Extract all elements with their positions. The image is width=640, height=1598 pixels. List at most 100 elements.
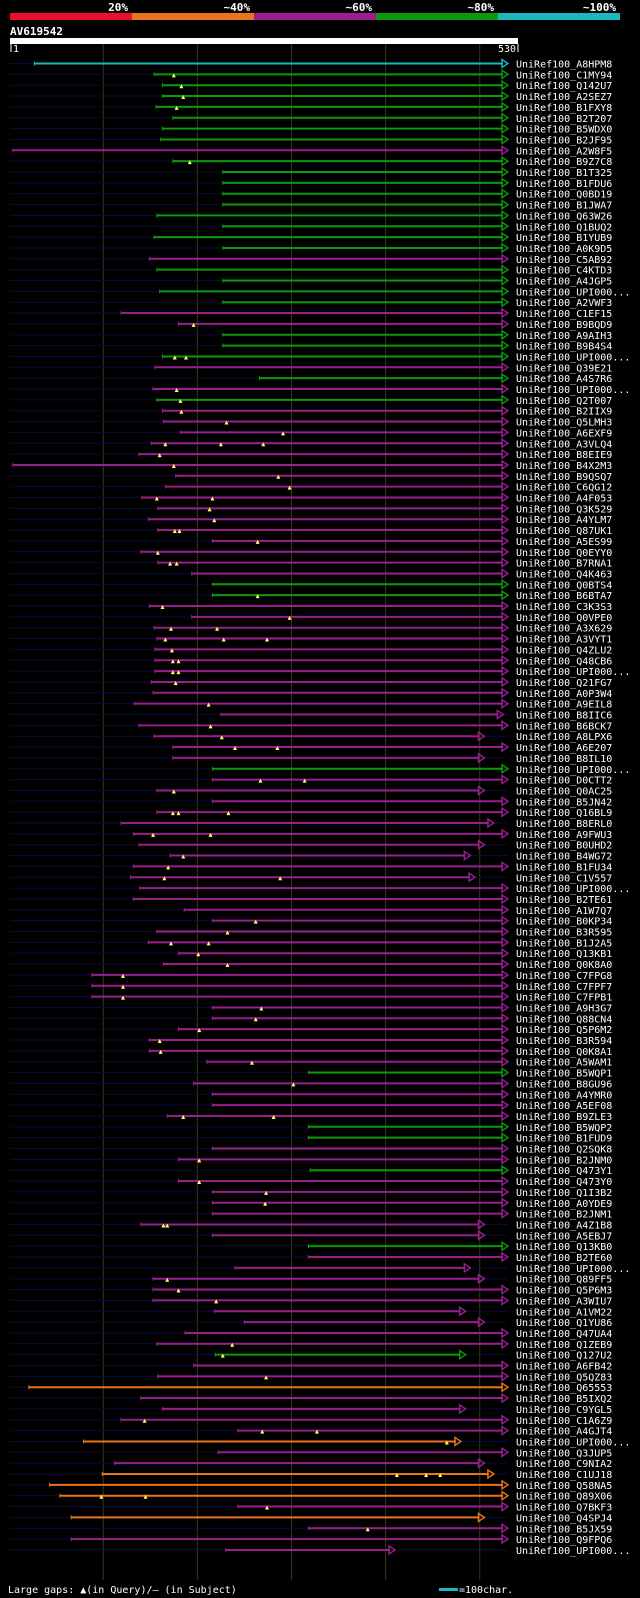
hit-row[interactable]: UniRef100_A1VM22 (10, 1305, 612, 1318)
hit-label[interactable]: UniRef100_A6FB42 (516, 1362, 612, 1373)
hit-label[interactable]: UniRef100_B1T325 (516, 168, 612, 179)
hit-label[interactable]: UniRef100_A3X629 (516, 624, 612, 635)
hit-row[interactable]: UniRef100_UPI000... (10, 1436, 630, 1448)
hit-row[interactable]: UniRef100_UPI000... (10, 1544, 630, 1557)
hit-label[interactable]: UniRef100_Q2T007 (516, 396, 612, 407)
hit-row[interactable]: UniRef100_B2JNM1 (10, 1208, 612, 1221)
hit-label[interactable]: UniRef100_UPI000... (516, 287, 630, 298)
hit-row[interactable]: UniRef100_C7FPF7 (10, 980, 612, 993)
hit-label[interactable]: UniRef100_B2TE61 (516, 895, 612, 906)
hit-label[interactable]: UniRef100_Q142U7 (516, 81, 612, 92)
hit-row[interactable]: UniRef100_C1EF15 (10, 307, 612, 320)
hit-row[interactable]: UniRef100_A3VLQ4 (10, 437, 612, 450)
hit-row[interactable]: UniRef100_Q63W26 (10, 210, 612, 222)
hit-row[interactable]: UniRef100_A9AIH3 (10, 329, 612, 342)
hit-label[interactable]: UniRef100_Q87UK1 (516, 526, 612, 537)
hit-label[interactable]: UniRef100_Q88CN4 (516, 1014, 612, 1025)
hit-row[interactable]: UniRef100_A9EIL8 (10, 698, 612, 711)
hit-label[interactable]: UniRef100_A6E207 (516, 743, 612, 754)
hit-label[interactable]: UniRef100_B1J2A5 (516, 938, 612, 949)
hit-label[interactable]: UniRef100_Q0BTS4 (516, 580, 612, 591)
hit-row[interactable]: UniRef100_B1T325 (10, 166, 612, 179)
hit-row[interactable]: UniRef100_A8HPM8 (10, 58, 612, 71)
hit-label[interactable]: UniRef100_Q2SQK8 (516, 1145, 612, 1156)
hit-row[interactable]: UniRef100_UPI000... (10, 383, 630, 396)
hit-label[interactable]: UniRef100_A3WIU7 (516, 1296, 612, 1307)
hit-row[interactable]: UniRef100_Q4K463 (10, 568, 612, 580)
hit-row[interactable]: UniRef100_Q0EYY0 (10, 546, 612, 559)
hit-label[interactable]: UniRef100_C4KTD3 (516, 266, 612, 277)
hit-row[interactable]: UniRef100_C7FPG8 (10, 969, 612, 982)
hit-label[interactable]: UniRef100_Q5P6M3 (516, 1286, 612, 1297)
hit-row[interactable]: UniRef100_A6EXF9 (10, 427, 612, 439)
hit-row[interactable]: UniRef100_UPI000... (10, 665, 630, 678)
hit-row[interactable]: UniRef100_B1FUD9 (10, 1132, 612, 1145)
hit-row[interactable]: UniRef100_B4WG72 (10, 850, 612, 863)
hit-row[interactable]: UniRef100_B8ERL0 (10, 817, 612, 830)
hit-label[interactable]: UniRef100_B8ERL0 (516, 819, 612, 830)
hit-label[interactable]: UniRef100_Q0K8A0 (516, 960, 612, 971)
hit-label[interactable]: UniRef100_B2IIX9 (516, 407, 612, 418)
hit-label[interactable]: UniRef100_A4F053 (516, 494, 612, 505)
hit-row[interactable]: UniRef100_B1J2A5 (10, 937, 612, 949)
hit-label[interactable]: UniRef100_A5ES99 (516, 537, 612, 548)
hit-label[interactable]: UniRef100_Q47UA4 (516, 1329, 612, 1340)
hit-row[interactable]: UniRef100_A6FB42 (10, 1360, 612, 1373)
hit-row[interactable]: UniRef100_Q87UK1 (10, 524, 612, 537)
hit-row[interactable]: UniRef100_UPI000... (10, 286, 630, 298)
hit-row[interactable]: UniRef100_Q5LMH3 (10, 416, 612, 429)
hit-label[interactable]: UniRef100_Q4ZLU2 (516, 645, 612, 656)
hit-row[interactable]: UniRef100_Q21FG7 (10, 676, 612, 689)
hit-row[interactable]: UniRef100_A0YDE9 (10, 1197, 612, 1210)
hit-row[interactable]: UniRef100_C1A6Z9 (10, 1414, 612, 1427)
hit-label[interactable]: UniRef100_B2JF95 (516, 135, 612, 146)
hit-row[interactable]: UniRef100_A6E207 (10, 741, 612, 754)
hit-row[interactable]: UniRef100_A5EF08 (10, 1099, 612, 1112)
hit-label[interactable]: UniRef100_B4X2M3 (516, 461, 612, 472)
hit-row[interactable]: UniRef100_Q65553 (10, 1381, 612, 1394)
hit-label[interactable]: UniRef100_C6QG12 (516, 483, 612, 494)
hit-row[interactable]: UniRef100_Q0VPE0 (10, 611, 612, 624)
hit-row[interactable]: UniRef100_Q2T007 (10, 394, 612, 407)
hit-label[interactable]: UniRef100_C3K3S3 (516, 602, 612, 613)
hit-row[interactable]: UniRef100_Q1BUQ2 (10, 220, 612, 233)
hit-label[interactable]: UniRef100_B5WQP2 (516, 1123, 612, 1134)
hit-row[interactable]: UniRef100_A2W8F5 (10, 144, 612, 157)
hit-row[interactable]: UniRef100_C5AB92 (10, 253, 612, 266)
hit-label[interactable]: UniRef100_Q0K8A1 (516, 1047, 612, 1058)
hit-label[interactable]: UniRef100_Q63W26 (516, 211, 612, 222)
hit-label[interactable]: UniRef100_Q3JUP5 (516, 1448, 612, 1459)
hit-label[interactable]: UniRef100_A1W7Q7 (516, 906, 612, 917)
hit-label[interactable]: UniRef100_B6BTA7 (516, 591, 612, 602)
hit-label[interactable]: UniRef100_A0P3W4 (516, 689, 612, 700)
hit-label[interactable]: UniRef100_B5JN42 (516, 797, 612, 808)
hit-label[interactable]: UniRef100_Q16BL9 (516, 808, 612, 819)
hit-row[interactable]: UniRef100_UPI000... (10, 1262, 630, 1275)
hit-row[interactable]: UniRef100_A0P3W4 (10, 687, 612, 700)
hit-label[interactable]: UniRef100_B1FU34 (516, 862, 612, 873)
hit-row[interactable]: UniRef100_B5IXQ2 (10, 1392, 612, 1405)
hit-label[interactable]: UniRef100_A9AIH3 (516, 331, 612, 342)
hit-row[interactable]: UniRef100_Q5QZ83 (10, 1371, 612, 1383)
hit-row[interactable]: UniRef100_C4KTD3 (10, 264, 612, 277)
hit-label[interactable]: UniRef100_A0K9D5 (516, 244, 612, 255)
hit-row[interactable]: UniRef100_Q3K529 (10, 503, 612, 515)
hit-row[interactable]: UniRef100_B5JN42 (10, 795, 612, 808)
hit-row[interactable]: UniRef100_B6BCK7 (10, 720, 612, 732)
hit-row[interactable]: UniRef100_UPI000... (10, 763, 630, 776)
hit-label[interactable]: UniRef100_Q1ZEB9 (516, 1340, 612, 1351)
hit-row[interactable]: UniRef100_B2IIX9 (10, 405, 612, 418)
hit-row[interactable]: UniRef100_B8IL10 (10, 752, 612, 765)
hit-label[interactable]: UniRef100_Q58NA5 (516, 1481, 612, 1492)
hit-label[interactable]: UniRef100_B2T207 (516, 114, 612, 125)
hit-label[interactable]: UniRef100_A9EIL8 (516, 700, 612, 711)
hit-label[interactable]: UniRef100_C1UJ18 (516, 1470, 612, 1481)
hit-row[interactable]: UniRef100_Q4SPJ4 (10, 1512, 612, 1524)
hit-row[interactable]: UniRef100_Q0K8A1 (10, 1045, 612, 1058)
hit-row[interactable]: UniRef100_B0UHD2 (10, 839, 612, 852)
hit-row[interactable]: UniRef100_B1FU34 (10, 861, 612, 873)
hit-row[interactable]: UniRef100_B9B4S4 (10, 340, 612, 353)
hit-row[interactable]: UniRef100_Q1ZEB9 (10, 1338, 612, 1351)
hit-label[interactable]: UniRef100_Q9FPQ6 (516, 1535, 612, 1546)
hit-row[interactable]: UniRef100_Q47UA4 (10, 1327, 612, 1340)
